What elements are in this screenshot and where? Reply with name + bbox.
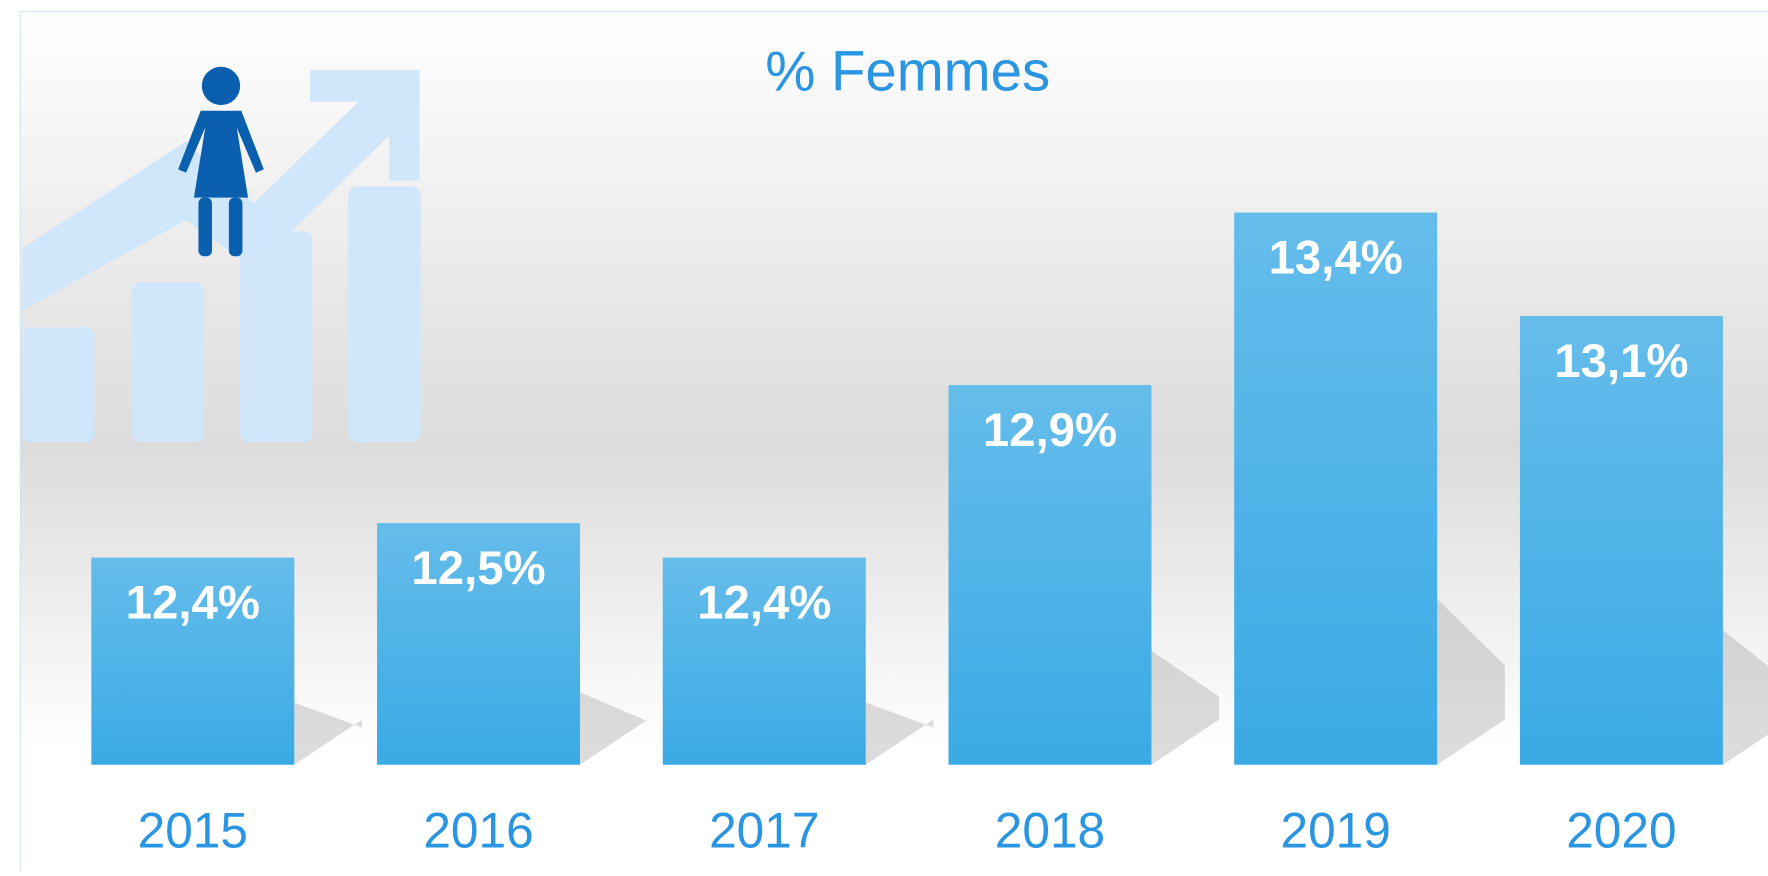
bar-highlight (1234, 212, 1437, 764)
x-tick-label: 2016 (423, 803, 533, 859)
value-label: 12,4% (697, 577, 831, 630)
x-tick-label: 2019 (1281, 803, 1391, 859)
x-tick-label: 2020 (1566, 803, 1676, 859)
x-tick-label: 2015 (138, 803, 248, 859)
value-label: 12,9% (983, 404, 1117, 457)
value-label: 12,5% (411, 542, 545, 595)
x-tick-label: 2018 (995, 803, 1105, 859)
chart-title: % Femmes (765, 40, 1050, 103)
page: % Femmes 2015 12,4% 2016 12,5% 2017 12,4% 2018… (0, 0, 1768, 871)
value-label: 12,4% (126, 577, 260, 630)
value-label: 13,1% (1554, 335, 1688, 388)
value-label: 13,4% (1269, 231, 1403, 284)
chart: % Femmes 2015 12,4% 2016 12,5% 2017 12,4% 2018… (0, 0, 1768, 871)
x-tick-label: 2017 (709, 803, 819, 859)
